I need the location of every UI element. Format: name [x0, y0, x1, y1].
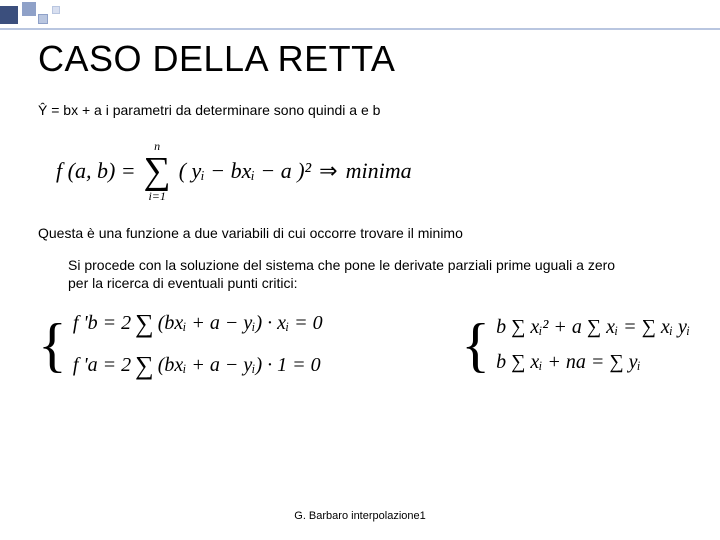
- top-divider: [0, 28, 720, 30]
- deco-square: [22, 2, 36, 16]
- sys1-l1-pre: f 'b = 2: [73, 312, 131, 335]
- sys1-l1-body: (bxᵢ + a − yᵢ) · xᵢ = 0: [158, 312, 323, 335]
- sys1-l2-pre: f 'a = 2: [73, 354, 131, 377]
- systems-row: { f 'b = 2 ∑ (bxᵢ + a − yᵢ) · xᵢ = 0 f '…: [38, 309, 690, 381]
- slide-content: CASO DELLA RETTA Ŷ = bx + a i parametri …: [38, 38, 690, 381]
- deco-square: [52, 6, 60, 14]
- sigma-small: ∑: [135, 351, 154, 381]
- summation: n ∑ i=1: [144, 140, 171, 202]
- slide-footer: G. Barbaro interpolazione1: [0, 510, 720, 522]
- left-brace: {: [38, 321, 67, 369]
- formula-rhs: minima: [346, 158, 412, 184]
- system-left-line2: f 'a = 2 ∑ (bxᵢ + a − yᵢ) · 1 = 0: [73, 351, 323, 381]
- system-left: { f 'b = 2 ∑ (bxᵢ + a − yᵢ) · xᵢ = 0 f '…: [38, 309, 323, 381]
- deco-square: [38, 14, 48, 24]
- implies-arrow: ⇒: [319, 158, 337, 184]
- paragraph-2: Si procede con la soluzione del sistema …: [68, 256, 628, 292]
- equation-intro: Ŷ = bx + a i parametri da determinare so…: [38, 102, 690, 118]
- paragraph-1: Questa è una funzione a due variabili di…: [38, 224, 690, 242]
- deco-square: [0, 6, 18, 24]
- slide-title: CASO DELLA RETTA: [38, 38, 690, 80]
- system-left-line1: f 'b = 2 ∑ (bxᵢ + a − yᵢ) · xᵢ = 0: [73, 309, 323, 339]
- system-right-line2: b ∑ xᵢ + na = ∑ yᵢ: [496, 351, 690, 374]
- system-right-line1: b ∑ xᵢ² + a ∑ xᵢ = ∑ xᵢ yᵢ: [496, 316, 690, 339]
- sigma-symbol: ∑: [144, 152, 171, 190]
- formula-lhs: f (a, b) =: [56, 158, 136, 184]
- sys1-l2-body: (bxᵢ + a − yᵢ) · 1 = 0: [158, 354, 321, 377]
- corner-decoration: [0, 0, 130, 30]
- left-brace: {: [461, 321, 490, 369]
- sigma-small: ∑: [135, 309, 154, 339]
- system-left-lines: f 'b = 2 ∑ (bxᵢ + a − yᵢ) · xᵢ = 0 f 'a …: [73, 309, 323, 381]
- formula-body: ( yᵢ − bxᵢ − a )²: [179, 158, 311, 184]
- main-formula: f (a, b) = n ∑ i=1 ( yᵢ − bxᵢ − a )² ⇒ m…: [56, 140, 690, 202]
- system-right: { b ∑ xᵢ² + a ∑ xᵢ = ∑ xᵢ yᵢ b ∑ xᵢ + na…: [461, 316, 690, 374]
- system-right-lines: b ∑ xᵢ² + a ∑ xᵢ = ∑ xᵢ yᵢ b ∑ xᵢ + na =…: [496, 316, 690, 374]
